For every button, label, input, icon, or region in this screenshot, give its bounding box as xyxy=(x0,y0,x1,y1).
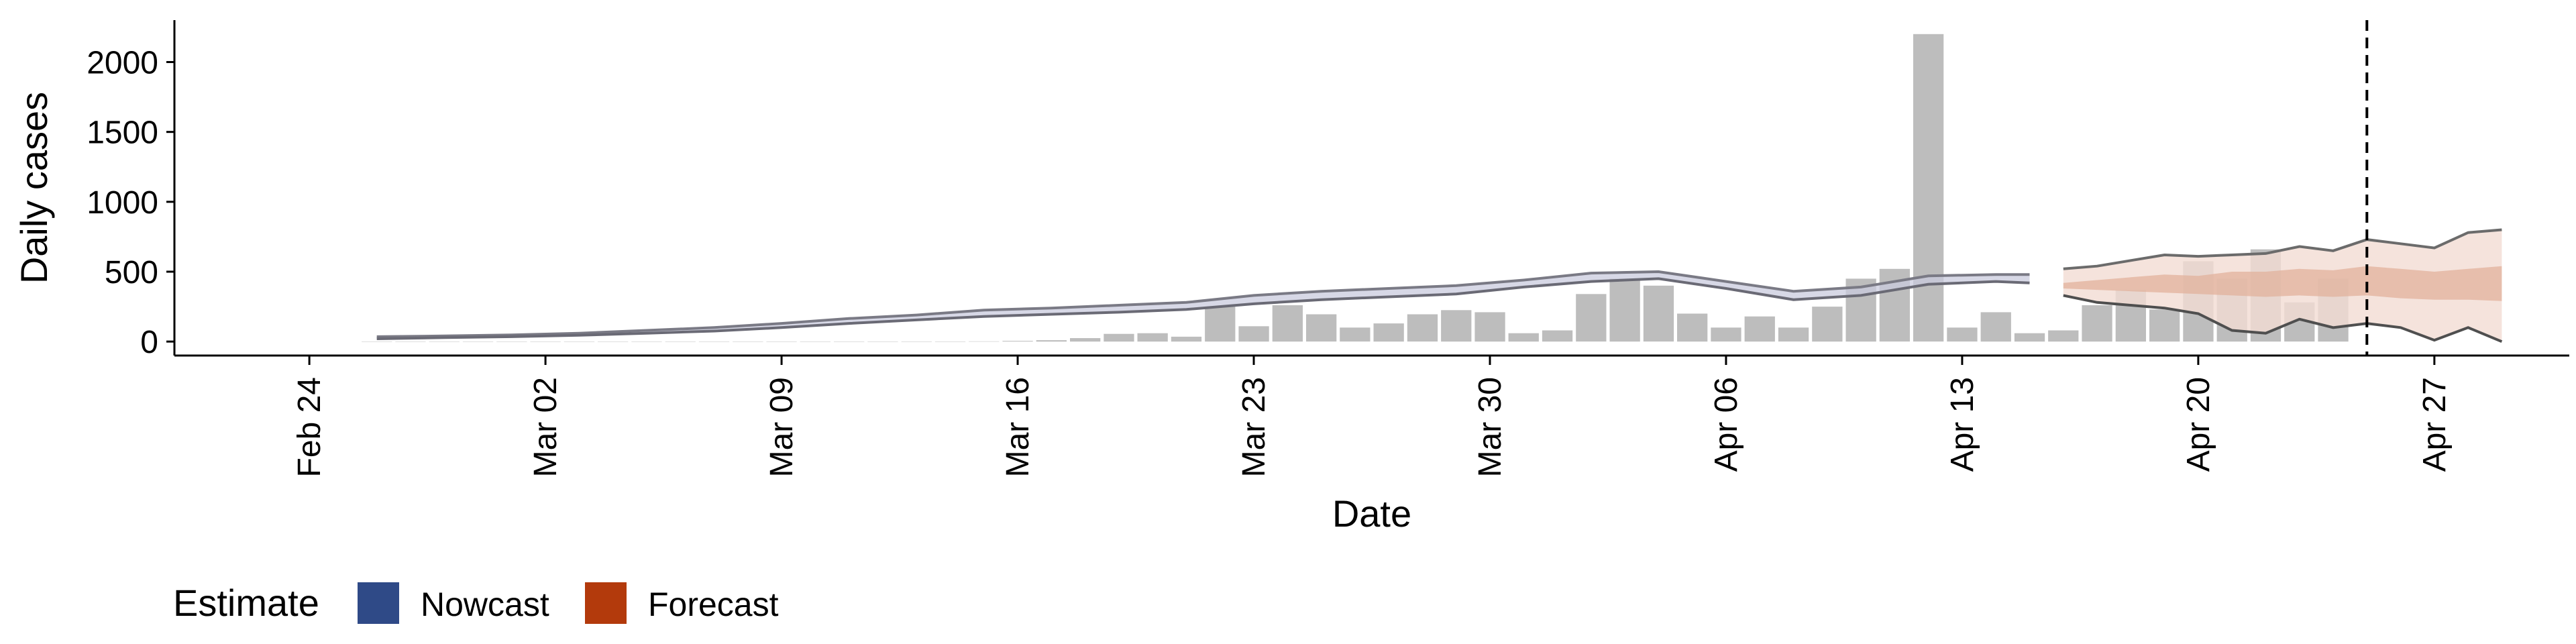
forecast-upper-line xyxy=(2063,228,2502,270)
y-axis-title: Daily cases xyxy=(13,92,55,284)
forecast-inner-interval xyxy=(2063,266,2502,301)
case-bar-2020-04-13 xyxy=(1947,327,1978,342)
nowcast-lower-line xyxy=(376,277,2030,340)
y-tick-label-2000: 2000 xyxy=(87,46,158,81)
x-tick-label-2020-03-30: Mar 30 xyxy=(1472,377,1508,477)
y-tick-label-0: 0 xyxy=(140,325,158,360)
case-bar-2020-04-01 xyxy=(1542,330,1573,342)
case-bar-2020-03-03 xyxy=(564,341,595,342)
case-bar-2020-04-05 xyxy=(1677,313,1708,342)
legend-swatch-nowcast xyxy=(358,582,399,624)
nowcast-upper-line xyxy=(376,270,2030,338)
legend-swatch-forecast xyxy=(585,582,627,624)
case-bar-2020-03-09 xyxy=(766,341,797,342)
case-bar-2020-02-27 xyxy=(395,341,426,342)
x-axis-title: Date xyxy=(1332,492,1411,535)
case-bar-2020-04-15 xyxy=(2014,333,2045,342)
case-bar-2020-03-24 xyxy=(1272,305,1303,342)
case-bar-2020-04-14 xyxy=(1980,312,2011,342)
case-bar-2020-03-06 xyxy=(665,341,696,342)
x-tick-label-2020-04-20: Apr 20 xyxy=(2181,377,2216,472)
case-bar-2020-03-13 xyxy=(901,341,932,342)
x-tick-label-2020-02-24: Feb 24 xyxy=(292,377,327,477)
y-axis-ticks: 0 500 1000 1500 2000 xyxy=(87,46,174,360)
case-bar-2020-03-21 xyxy=(1171,336,1202,342)
case-bar-2020-04-17 xyxy=(2082,305,2112,342)
case-bar-2020-03-18 xyxy=(1070,338,1101,342)
case-bar-2020-03-10 xyxy=(800,341,830,342)
x-tick-label-2020-03-23: Mar 23 xyxy=(1236,377,1272,477)
case-bar-2020-03-27 xyxy=(1373,323,1404,342)
nowcast-interval xyxy=(376,272,2030,339)
case-bar-2020-03-15 xyxy=(969,341,1000,342)
case-bar-2020-04-04 xyxy=(1643,285,1674,342)
case-bar-2020-03-02 xyxy=(530,341,561,342)
legend: Estimate Nowcast Forecast xyxy=(173,582,779,624)
case-bar-2020-04-12 xyxy=(1913,34,1944,342)
case-bar-2020-03-11 xyxy=(834,341,865,342)
x-axis-ticks: Feb 24 Mar 02 Mar 09 Mar 16 Mar 23 Mar 30 Apr … xyxy=(292,356,2453,477)
case-bar-2020-03-04 xyxy=(598,341,629,342)
case-bar-2020-03-19 xyxy=(1104,333,1134,342)
case-bar-2020-03-01 xyxy=(496,341,527,342)
x-tick-label-2020-04-13: Apr 13 xyxy=(1945,377,1980,472)
case-bar-2020-04-02 xyxy=(1576,294,1607,342)
case-bar-2020-02-29 xyxy=(462,341,494,342)
case-bar-2020-03-08 xyxy=(733,341,763,342)
x-tick-label-2020-03-16: Mar 16 xyxy=(1000,377,1036,477)
case-bar-2020-04-09 xyxy=(1812,307,1843,342)
case-bar-2020-04-16 xyxy=(2048,330,2079,342)
y-tick-label-1500: 1500 xyxy=(87,115,158,151)
case-bar-2020-04-07 xyxy=(1744,316,1775,342)
y-tick-label-1000: 1000 xyxy=(87,185,158,221)
y-tick-label-500: 500 xyxy=(105,255,158,290)
x-tick-label-2020-03-09: Mar 09 xyxy=(764,377,800,477)
case-bar-2020-03-23 xyxy=(1238,326,1269,342)
case-bar-2020-02-26 xyxy=(362,341,392,342)
case-bar-2020-03-30 xyxy=(1474,312,1505,342)
x-tick-label-2020-03-02: Mar 02 xyxy=(528,377,564,477)
case-bar-2020-03-17 xyxy=(1036,340,1067,342)
case-bar-2020-03-28 xyxy=(1407,314,1438,342)
case-bar-2020-03-05 xyxy=(631,341,662,342)
case-bar-2020-03-31 xyxy=(1508,333,1539,342)
case-bar-2020-04-03 xyxy=(1609,278,1640,342)
case-bar-2020-02-28 xyxy=(429,341,460,342)
x-tick-label-2020-04-27: Apr 27 xyxy=(2417,377,2453,472)
case-bar-2020-03-07 xyxy=(698,341,730,342)
case-bar-2020-03-14 xyxy=(934,341,966,342)
case-bar-2020-04-08 xyxy=(1778,327,1809,342)
case-bar-2020-03-20 xyxy=(1137,333,1168,342)
estimate-ribbons xyxy=(376,228,2503,343)
legend-label-forecast: Forecast xyxy=(648,586,779,623)
case-bar-2020-03-25 xyxy=(1306,314,1337,342)
legend-title: Estimate xyxy=(173,582,319,624)
case-bar-2020-03-26 xyxy=(1340,327,1371,342)
forecast-lower-line xyxy=(2063,294,2503,343)
x-tick-label-2020-04-06: Apr 06 xyxy=(1709,377,1744,472)
case-bar-2020-03-29 xyxy=(1441,310,1472,342)
case-bar-2020-04-06 xyxy=(1711,327,1741,342)
case-bar-2020-03-22 xyxy=(1205,307,1236,342)
case-bar-2020-04-19 xyxy=(2149,309,2180,342)
legend-label-nowcast: Nowcast xyxy=(421,586,549,623)
case-bar-2020-03-12 xyxy=(867,341,898,342)
axes xyxy=(173,20,2569,357)
